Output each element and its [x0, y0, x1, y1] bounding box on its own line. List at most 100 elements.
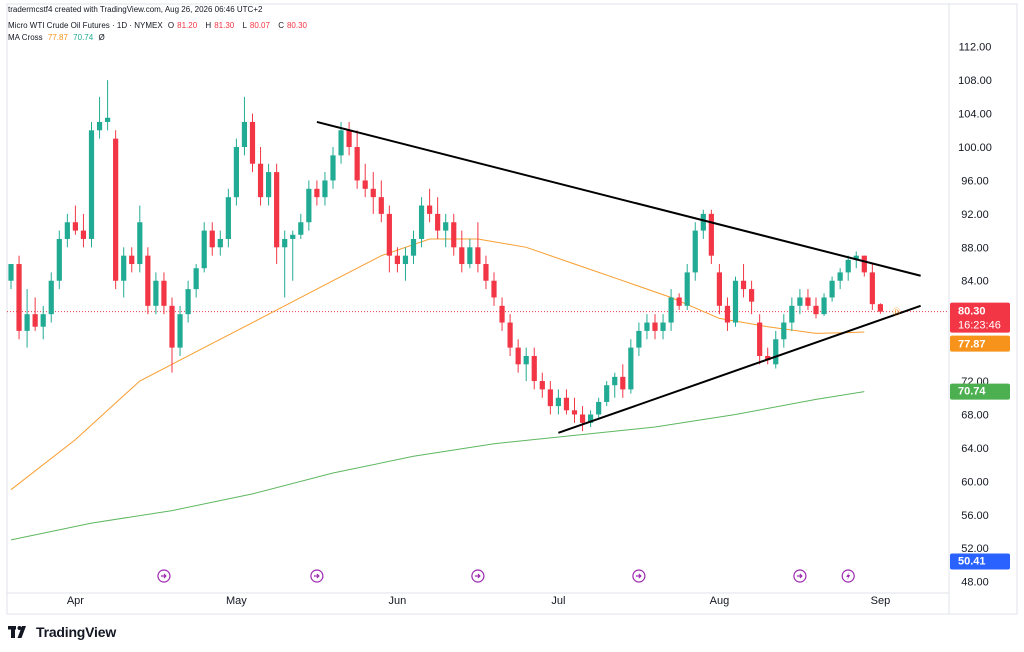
symbol-line: Micro WTI Crude Oil Futures · 1D · NYMEX… — [8, 21, 313, 30]
indicator-value-fast: 77.87 — [47, 33, 68, 42]
candle-body — [443, 222, 449, 231]
countdown-tag: 16:23:46 — [958, 320, 1001, 332]
candle-body — [765, 355, 771, 361]
tradingview-logo[interactable]: TradingView — [8, 624, 116, 640]
candle-body — [290, 234, 296, 239]
candle-body — [805, 297, 811, 306]
y-tick-label: 60.00 — [961, 476, 989, 488]
candle-body — [16, 264, 22, 331]
candle-body — [354, 147, 360, 181]
candle-body — [298, 222, 304, 235]
y-tick-label: 108.00 — [958, 75, 992, 87]
indicator-value-slow: 70.74 — [73, 33, 94, 42]
created-by-text: tradermcstf4 created with TradingView.co… — [8, 5, 263, 14]
candle-body — [475, 247, 481, 265]
candle-body — [531, 355, 537, 382]
candle-body — [266, 172, 272, 198]
candle-body — [612, 376, 618, 386]
candle-body — [547, 389, 553, 407]
indicator-line[interactable]: MA Cross 77.87 70.74 Ø — [8, 33, 108, 42]
y-tick-label: 104.00 — [958, 109, 992, 121]
candle-body — [193, 268, 199, 290]
candle-body — [692, 230, 698, 273]
candle-body — [515, 347, 521, 365]
candle-body — [636, 330, 642, 348]
candle-body — [451, 222, 457, 248]
extra-price-tag-bg — [950, 553, 1010, 570]
candle-body — [282, 238, 288, 248]
candle-body — [418, 205, 425, 239]
candle-body — [676, 297, 682, 306]
candle-body — [40, 314, 46, 327]
y-tick-label: 64.00 — [961, 443, 989, 455]
candle-body — [588, 414, 594, 423]
ohlc-high-value: 81.30 — [214, 21, 235, 30]
candle-body — [797, 297, 803, 306]
ohlc-close: C 80.30 — [278, 21, 310, 30]
x-tick-label: Jun — [389, 595, 407, 607]
candle-body — [129, 255, 135, 265]
candle-body — [185, 289, 191, 315]
y-tick-label: 68.00 — [961, 409, 989, 421]
y-tick-label: 96.00 — [961, 175, 989, 187]
candle-body — [145, 255, 151, 306]
last-price-tag: 80.30 — [958, 306, 986, 318]
candle-body — [781, 322, 787, 340]
ohlc-low: L 80.07 — [242, 21, 272, 30]
candle-body — [80, 230, 87, 239]
candle-body — [113, 138, 119, 281]
candle-body — [169, 305, 175, 348]
candle-body — [346, 130, 352, 148]
candle-body — [177, 314, 183, 348]
candle-body — [402, 255, 409, 265]
y-tick-label: 48.00 — [961, 577, 989, 589]
candle-body — [757, 322, 763, 356]
tradingview-logo-text: TradingView — [36, 624, 117, 640]
y-tick-label: 100.00 — [958, 142, 992, 154]
candle-body — [56, 238, 62, 281]
candle-body — [716, 272, 722, 306]
ohlc-low-label: L — [242, 21, 247, 30]
x-tick-label: Aug — [710, 595, 730, 607]
arrow-glyph — [160, 573, 167, 579]
candle-body — [105, 117, 111, 122]
candle-body — [467, 247, 473, 265]
candle-body — [668, 297, 674, 323]
ma-fast-tag: 77.87 — [958, 339, 986, 351]
candle-body — [241, 121, 248, 148]
y-tick-label: 112.00 — [959, 42, 992, 54]
candle-body — [813, 305, 819, 315]
candle-body — [652, 322, 658, 331]
candle-body — [749, 289, 755, 302]
arrow-glyph — [474, 573, 481, 579]
ohlc-high: H 81.30 — [205, 21, 237, 30]
y-tick-label: 52.00 — [961, 543, 989, 555]
x-tick-label: Apr — [67, 595, 84, 607]
candle-body — [72, 222, 78, 231]
candle-body — [338, 130, 344, 156]
candle-body — [96, 121, 103, 131]
ohlc-close-value: 80.30 — [286, 21, 307, 30]
indicator-name: MA Cross — [8, 33, 43, 42]
ohlc-open-label: O — [167, 21, 175, 30]
candle-body — [330, 155, 336, 181]
y-tick-label: 88.00 — [961, 242, 989, 254]
candle-body — [459, 247, 465, 265]
candle-body — [869, 272, 875, 305]
candle-body — [789, 305, 795, 323]
candle-body — [370, 188, 376, 198]
candle-body — [8, 264, 14, 281]
candle-body — [861, 255, 867, 273]
ma-fast-tag-bg — [950, 335, 1010, 352]
candle-body — [201, 230, 207, 269]
candle-body — [225, 197, 231, 239]
lightning-glyph — [846, 572, 851, 580]
candle-body — [563, 397, 570, 411]
candle-body — [209, 230, 215, 248]
candle-body — [845, 259, 851, 273]
x-tick-label: Sep — [871, 595, 891, 607]
candle-body — [435, 213, 441, 231]
ma-slow-tag-bg — [950, 383, 1010, 400]
candle-body — [700, 213, 706, 231]
